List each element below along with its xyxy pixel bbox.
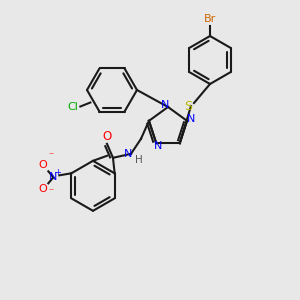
Text: ⁻: ⁻: [48, 151, 53, 161]
Text: N: N: [161, 100, 169, 110]
Text: O: O: [38, 160, 47, 170]
Text: N: N: [49, 172, 58, 182]
Text: Cl: Cl: [67, 101, 78, 112]
Text: N: N: [187, 114, 195, 124]
Text: +: +: [54, 168, 61, 177]
Text: N: N: [124, 149, 132, 159]
Text: ⁻: ⁻: [48, 187, 53, 197]
Text: N: N: [154, 141, 162, 151]
Text: H: H: [135, 155, 143, 165]
Text: S: S: [184, 100, 192, 112]
Text: O: O: [102, 130, 112, 143]
Text: O: O: [38, 184, 47, 194]
Text: Br: Br: [204, 14, 216, 24]
